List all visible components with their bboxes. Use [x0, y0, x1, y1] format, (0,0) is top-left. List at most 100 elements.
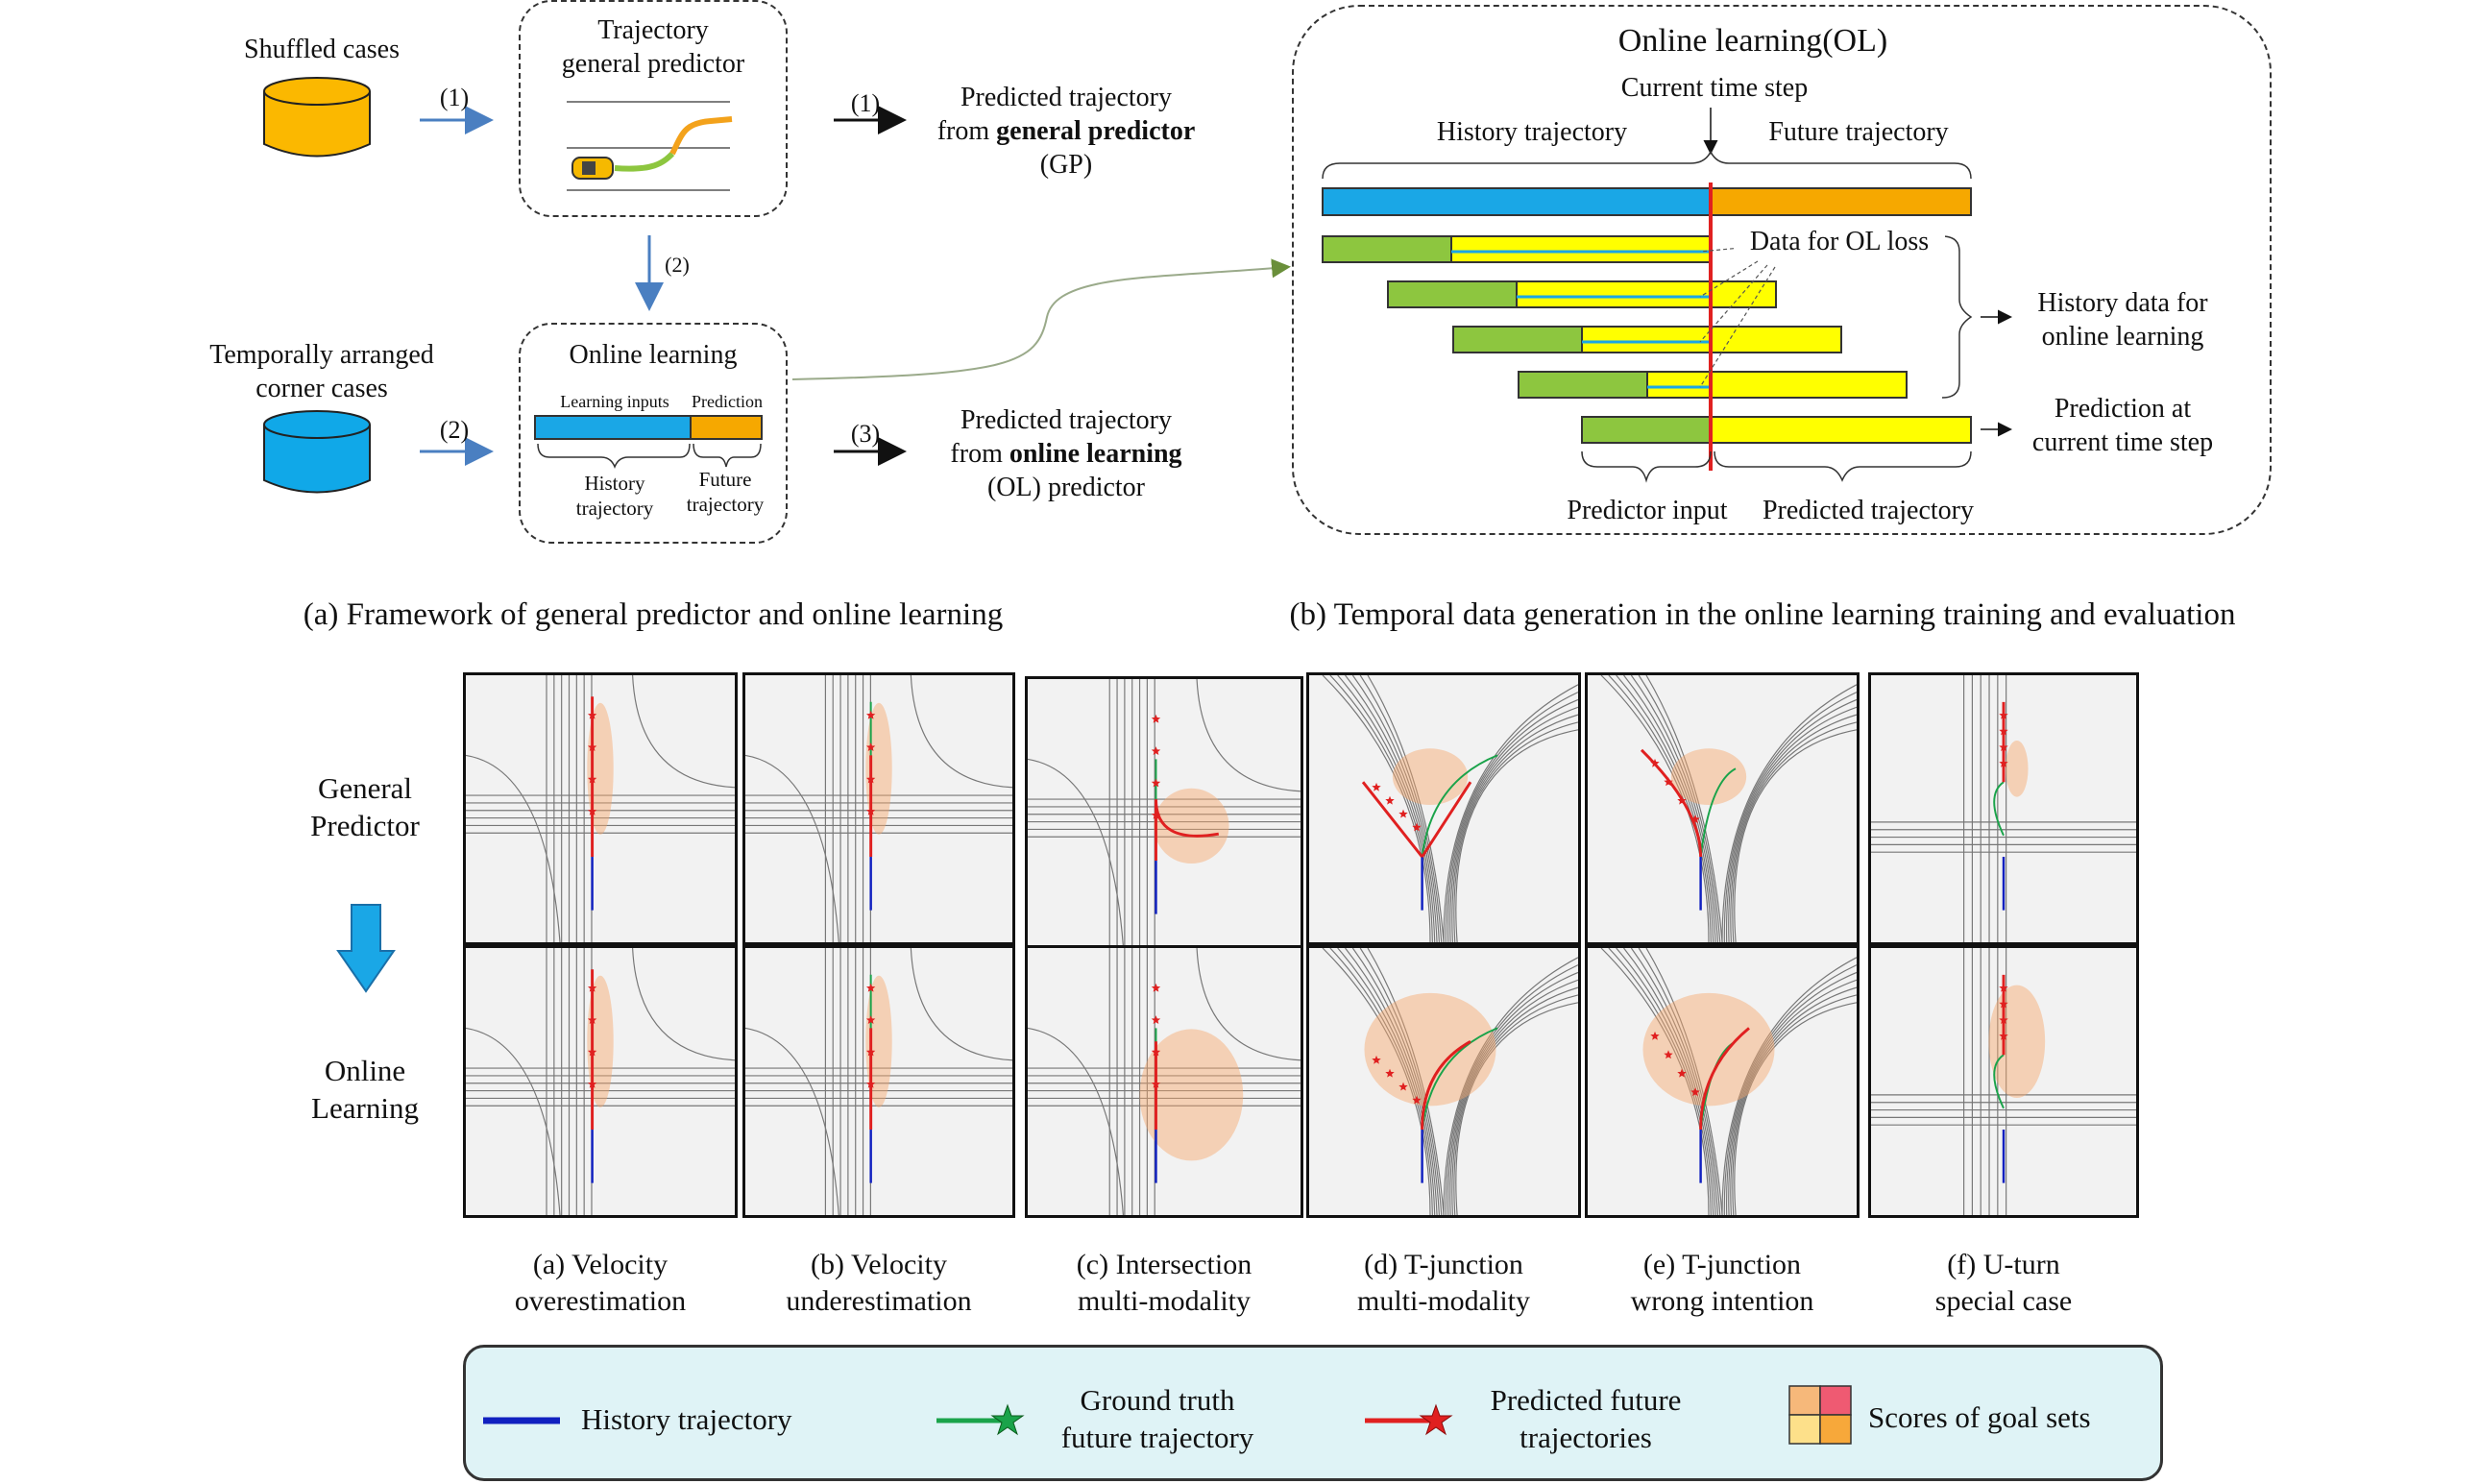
scenario-panel-c-ol — [1025, 945, 1303, 1218]
data-for-ol-loss-label: Data for OL loss — [1734, 225, 1945, 258]
red-star-icon — [865, 710, 876, 719]
history-trajectory-label: History trajectory — [1436, 117, 1628, 147]
red-star-icon — [587, 1079, 597, 1088]
red-star-icon — [1151, 1015, 1161, 1024]
red-star-icon — [865, 774, 876, 784]
scenario-panel-f-ol — [1868, 945, 2139, 1218]
predicted-trajectory-label: Predicted trajectory — [1762, 496, 1974, 525]
step1-label: (1) — [439, 84, 470, 111]
temporal-cases-label: Temporally arranged corner cases — [209, 340, 434, 403]
step3-label: (3) — [850, 420, 881, 448]
red-star-icon — [587, 742, 597, 751]
legend-scores: Scores of goal sets — [1868, 1400, 2091, 1434]
scenario-panel-a-ol — [463, 945, 738, 1218]
online-learning-box-title: Online learning — [569, 340, 738, 370]
red-star-icon — [1419, 1403, 1453, 1436]
red-star-icon — [587, 983, 597, 992]
red-star-icon — [1398, 809, 1408, 818]
red-star-icon — [587, 710, 597, 719]
column-caption-c: (c) Intersection multi-modality — [1076, 1249, 1252, 1317]
prediction-at-label: Prediction at current time step — [2031, 394, 2214, 457]
caption-a: (a) Framework of general predictor and o… — [303, 597, 1004, 632]
ol-panel-title: Online learning(OL) — [1617, 23, 1888, 59]
general-predictor-title: Trajectory general predictor — [561, 15, 745, 79]
red-star-icon — [587, 806, 597, 815]
red-star-icon — [1412, 1095, 1422, 1105]
step1-out-label: (1) — [850, 89, 881, 117]
red-star-icon — [1151, 983, 1161, 992]
row-label-general-predictor: General Predictor — [310, 771, 420, 842]
future-trajectory-small: Future trajectory — [686, 468, 765, 517]
red-star-icon — [1151, 1047, 1161, 1057]
history-trajectory-small: History trajectory — [575, 472, 654, 521]
red-star-icon — [865, 742, 876, 751]
column-caption-e: (e) T-junction wrong intention — [1630, 1249, 1814, 1317]
scenario-panel-a-gp — [463, 672, 738, 945]
red-star-icon — [1151, 778, 1161, 788]
history-row-2 — [1387, 280, 1777, 308]
red-star-icon — [1650, 1031, 1660, 1040]
prediction-label: Prediction — [692, 392, 763, 411]
red-star-icon — [1999, 710, 2008, 719]
ol-panel-border — [1292, 5, 2272, 535]
scenario-panel-d-gp — [1306, 672, 1581, 945]
red-star-icon — [865, 1015, 876, 1024]
red-star-icon — [587, 1015, 597, 1024]
red-star-icon — [1412, 822, 1422, 832]
red-star-icon — [1372, 1055, 1381, 1064]
red-star-icon — [1677, 795, 1687, 805]
red-star-icon — [865, 806, 876, 815]
red-star-icon — [1398, 1082, 1408, 1091]
prediction-row — [1581, 416, 1972, 444]
red-star-icon — [1999, 983, 2008, 992]
green-star-icon — [990, 1403, 1025, 1436]
row-label-online-learning: Online Learning — [311, 1054, 419, 1125]
legend-predicted: Predicted future trajectories — [1490, 1383, 1682, 1454]
prediction-bar — [690, 415, 763, 440]
red-star-icon — [587, 774, 597, 784]
scenario-panel-e-ol — [1585, 945, 1860, 1218]
scenario-panel-b-ol — [742, 945, 1015, 1218]
legend-graphics — [483, 1385, 1852, 1445]
red-star-icon — [1385, 1068, 1395, 1078]
red-star-icon — [1999, 999, 2008, 1009]
red-star-icon — [1385, 795, 1395, 805]
red-star-icon — [1372, 782, 1381, 791]
red-star-icon — [1151, 714, 1161, 723]
red-star-icon — [1999, 726, 2008, 736]
red-star-icon — [865, 1079, 876, 1088]
red-star-icon — [1999, 742, 2008, 752]
future-trajectory-label: Future trajectory — [1768, 117, 1949, 147]
score-grid-icon — [1788, 1385, 1852, 1445]
history-bar — [534, 415, 693, 440]
red-star-icon — [1999, 1031, 2008, 1040]
history-row-1 — [1322, 235, 1712, 263]
legend-box: History trajectory Ground truth future tr… — [463, 1345, 2163, 1481]
learning-inputs-label: Learning inputs — [560, 392, 669, 411]
column-caption-f: (f) U-turn special case — [1934, 1249, 2073, 1317]
step2-label: (2) — [439, 416, 470, 444]
red-star-icon — [1664, 1050, 1673, 1059]
current-time-step-label: Current time step — [1620, 73, 1809, 103]
step2-down-label: (2) — [665, 253, 690, 277]
column-caption-a: (a) Velocity overestimation — [514, 1249, 687, 1317]
legend-ground-truth: Ground truth future trajectory — [1060, 1383, 1254, 1454]
column-caption-b: (b) Velocity underestimation — [786, 1249, 972, 1317]
red-star-icon — [1999, 1015, 2008, 1025]
red-star-icon — [865, 1047, 876, 1057]
red-star-icon — [1151, 746, 1161, 755]
red-star-icon — [1650, 758, 1660, 767]
scenario-panel-f-gp — [1868, 672, 2139, 945]
scenario-panel-b-gp — [742, 672, 1015, 945]
column-caption-d: (d) T-junction multi-modality — [1357, 1249, 1530, 1317]
red-star-icon — [587, 1047, 597, 1057]
scenario-panel-c-gp — [1025, 676, 1303, 949]
history-data-label: History data for online learning — [2037, 288, 2208, 352]
red-star-icon — [1690, 815, 1700, 824]
